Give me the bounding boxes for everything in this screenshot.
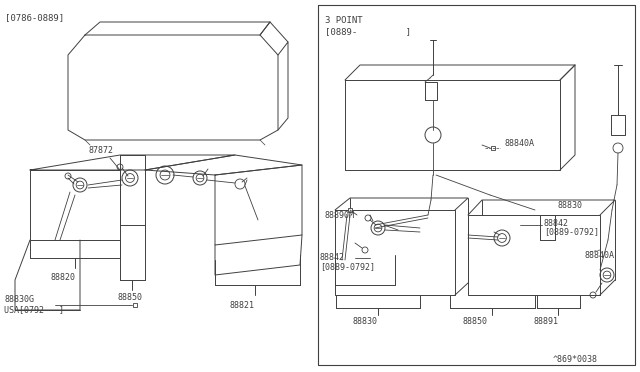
Text: 88830: 88830 <box>558 201 583 209</box>
Text: 88820: 88820 <box>50 273 75 282</box>
Text: 3 POINT: 3 POINT <box>325 16 363 25</box>
Text: 88830: 88830 <box>353 317 378 327</box>
Text: 88830G: 88830G <box>4 295 34 305</box>
Text: 88842: 88842 <box>320 253 345 263</box>
Text: [0889-         ]: [0889- ] <box>325 28 411 36</box>
Text: 87872: 87872 <box>88 145 113 154</box>
Text: [0786-0889]: [0786-0889] <box>5 13 64 22</box>
Text: [0889-0792]: [0889-0792] <box>544 228 599 237</box>
Text: 88821: 88821 <box>230 301 255 310</box>
Text: 88850: 88850 <box>117 294 142 302</box>
Text: 88891: 88891 <box>534 317 559 327</box>
Text: 88842: 88842 <box>544 218 569 228</box>
Text: 88840A: 88840A <box>585 250 615 260</box>
Text: [0889-0792]: [0889-0792] <box>320 263 375 272</box>
Text: 88890M: 88890M <box>325 211 355 219</box>
Text: 88850: 88850 <box>463 317 488 327</box>
Text: 88840A: 88840A <box>505 138 535 148</box>
Text: USA[0792-  ]: USA[0792- ] <box>4 305 64 314</box>
Text: ^869*0038: ^869*0038 <box>553 356 598 365</box>
